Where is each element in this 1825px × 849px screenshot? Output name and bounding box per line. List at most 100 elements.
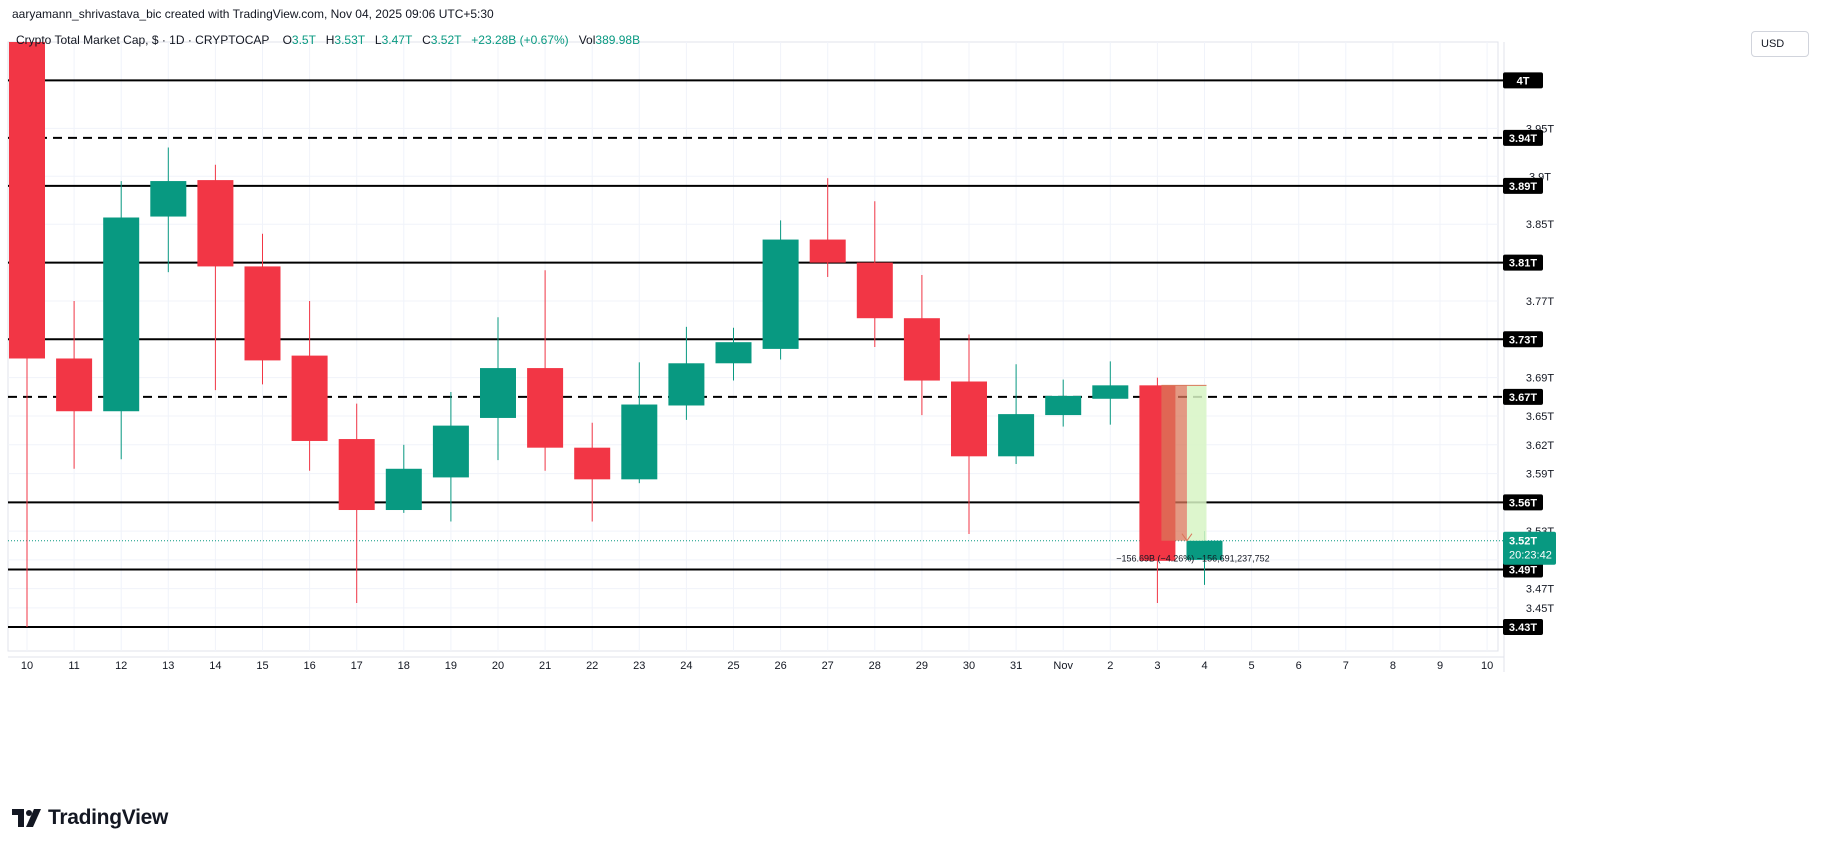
level-price-label: 3.43T <box>1509 622 1537 634</box>
candle[interactable] <box>103 181 140 460</box>
tradingview-logo-icon <box>12 809 41 827</box>
x-tick-label: 31 <box>1010 660 1022 672</box>
legend-low: 3.47T <box>381 33 413 47</box>
x-tick-label: 2 <box>1107 660 1113 672</box>
x-tick-label: 16 <box>303 660 315 672</box>
candle[interactable] <box>574 422 611 522</box>
tradingview-logo[interactable]: TradingView <box>12 806 168 830</box>
candle[interactable] <box>244 233 281 385</box>
x-tick-label: 25 <box>727 660 739 672</box>
candle-body <box>103 217 140 412</box>
level-price-tag <box>1503 254 1543 271</box>
level-price-tag <box>1503 177 1543 194</box>
candle[interactable] <box>338 403 375 604</box>
candle-body <box>56 358 93 412</box>
candle-body <box>715 342 752 364</box>
level-price-tag <box>1503 129 1543 146</box>
candle[interactable] <box>291 300 328 471</box>
level-price-tag <box>1503 619 1543 636</box>
candle[interactable] <box>385 444 422 513</box>
legend-open: 3.5T <box>291 33 316 47</box>
legend-open-label: O <box>282 33 292 47</box>
candle-body <box>762 239 799 349</box>
candle[interactable] <box>9 42 45 628</box>
level-price-label: 3.73T <box>1509 334 1537 346</box>
candle[interactable] <box>150 147 187 273</box>
candle[interactable] <box>903 275 940 416</box>
x-tick-label: 24 <box>680 660 692 672</box>
y-tick-label: 3.62T <box>1526 440 1554 452</box>
candle[interactable] <box>56 300 93 469</box>
x-tick-label: 20 <box>492 660 504 672</box>
legend-symbol[interactable]: Crypto Total Market Cap, $ · 1D · CRYPTO… <box>16 33 270 47</box>
level-price-tag <box>1503 331 1543 348</box>
x-tick-label: 28 <box>869 660 881 672</box>
x-tick-label: 17 <box>351 660 363 672</box>
candle-body <box>1045 395 1082 416</box>
measure-area-bear[interactable] <box>1161 385 1187 541</box>
level-price-label: 3.94T <box>1509 133 1537 145</box>
x-tick-label: 18 <box>398 660 410 672</box>
level-price-tag <box>1503 561 1543 578</box>
candle[interactable] <box>197 164 234 391</box>
candle[interactable] <box>998 364 1035 464</box>
candle-body <box>951 381 987 457</box>
candle[interactable] <box>809 178 846 277</box>
candles <box>9 42 1223 628</box>
y-tick-label: 3.65T <box>1526 411 1554 423</box>
candle[interactable] <box>715 327 752 381</box>
candle-body <box>1186 540 1223 560</box>
x-tick-label: 8 <box>1390 660 1396 672</box>
legend-low-label: L <box>374 33 382 47</box>
last-price-label: 3.52T <box>1509 536 1537 548</box>
candle[interactable] <box>527 270 564 471</box>
legend-close-label: C <box>422 33 431 47</box>
currency-button[interactable]: USD <box>1751 31 1809 57</box>
level-price-tag <box>1503 72 1543 89</box>
candle[interactable] <box>856 201 893 347</box>
candle-body <box>668 363 705 406</box>
x-tick-label: 14 <box>209 660 221 672</box>
x-tick-label: 27 <box>822 660 834 672</box>
candle[interactable] <box>621 362 658 484</box>
legend-volume: 389.98B <box>595 33 641 47</box>
measure-arrow-icon <box>1181 533 1193 542</box>
bar-countdown: 20:23:42 <box>1509 550 1552 562</box>
y-tick-label: 3.47T <box>1526 584 1554 596</box>
candle[interactable] <box>668 326 705 420</box>
x-tick-label: Nov <box>1053 660 1073 672</box>
measure-tool: −156.69B (−4.26%) −156,691,237,752 <box>1116 384 1270 564</box>
chart-credit: aaryamann_shrivastava_bic created with T… <box>12 7 494 21</box>
x-tick-label: 30 <box>963 660 975 672</box>
candle-body <box>150 181 187 217</box>
legend-high: 3.53T <box>334 33 365 47</box>
x-tick-label: 6 <box>1296 660 1302 672</box>
tradingview-logo-text: TradingView <box>48 806 169 829</box>
legend-change: +23.28B (+0.67%) <box>471 33 569 47</box>
measure-area[interactable] <box>1186 385 1207 541</box>
candle-body <box>291 355 328 441</box>
legend-close: 3.52T <box>430 33 462 47</box>
candle-body <box>197 180 234 267</box>
legend-high-label: H <box>325 33 335 47</box>
candle[interactable] <box>1045 379 1082 427</box>
candle-body <box>338 439 375 511</box>
y-tick-label: 3.69T <box>1526 373 1554 385</box>
candle[interactable] <box>951 334 987 534</box>
candle-body <box>385 468 422 511</box>
candle[interactable] <box>762 220 799 360</box>
chart-grid <box>7 41 1505 672</box>
last-price-tag <box>1503 531 1556 565</box>
candle[interactable] <box>480 317 516 461</box>
candle-body <box>9 42 45 359</box>
level-price-label: 3.89T <box>1509 181 1537 193</box>
x-tick-label: 11 <box>68 660 79 672</box>
candle-body <box>903 318 940 381</box>
level-price-tag <box>1503 494 1543 511</box>
x-tick-label: 5 <box>1249 660 1255 672</box>
candle[interactable] <box>432 392 469 522</box>
candle[interactable] <box>1092 361 1129 425</box>
candle-body <box>574 447 611 480</box>
level-price-label: 3.56T <box>1509 497 1537 509</box>
